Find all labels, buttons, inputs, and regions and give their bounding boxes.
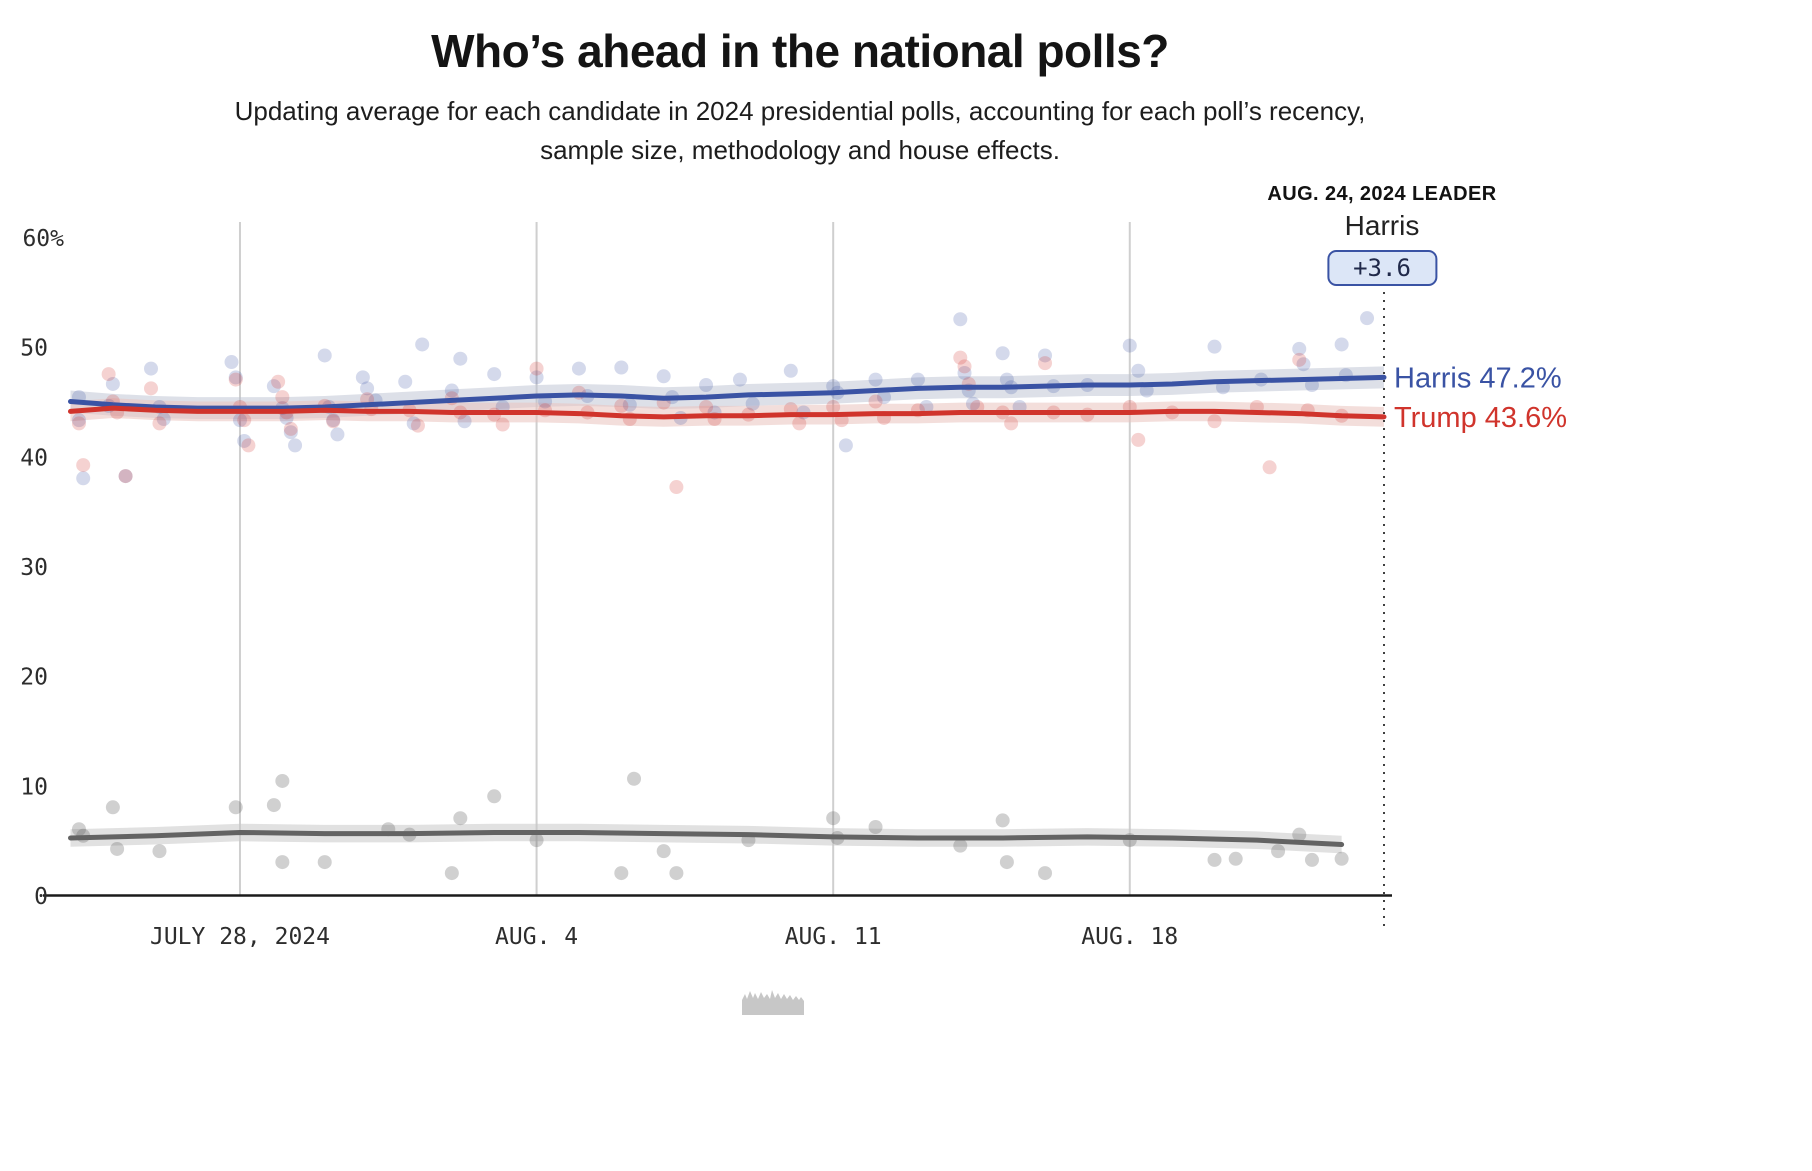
page-subtitle: Updating average for each candidate in 2… <box>100 92 1500 170</box>
svg-text:20: 20 <box>20 665 48 691</box>
harris-average-line <box>68 374 1387 411</box>
svg-text:AUG. 18: AUG. 18 <box>1081 924 1178 950</box>
svg-text:JULY 28, 2024: JULY 28, 2024 <box>150 924 330 950</box>
x-axis-labels: JULY 28, 2024 AUG. 4 AUG. 11 AUG. 18 <box>150 924 1178 950</box>
leader-name: Harris <box>1344 210 1420 241</box>
trump-average-line <box>68 405 1387 420</box>
svg-text:10: 10 <box>20 774 48 800</box>
harris-end-label: Harris 47.2% <box>1394 362 1562 394</box>
subtitle-line-1: Updating average for each candidate in 2… <box>234 96 1366 126</box>
other-poll-dots <box>71 771 1349 881</box>
other-average-line <box>68 829 1345 848</box>
trump-end-label: Trump 43.6% <box>1394 402 1567 434</box>
trump-poll-dots <box>71 350 1349 495</box>
svg-text:AUG. 4: AUG. 4 <box>495 924 578 950</box>
svg-text:0: 0 <box>34 884 48 910</box>
leader-margin-badge: +3.6 <box>1327 250 1437 286</box>
svg-text:40: 40 <box>20 445 48 471</box>
page-title: Who’s ahead in the national polls? <box>431 25 1169 77</box>
leader-callout: AUG. 24, 2024 LEADER Harris +3.6 <box>1267 183 1496 286</box>
subtitle-line-2: sample size, methodology and house effec… <box>540 135 1060 165</box>
svg-text:30: 30 <box>20 555 48 581</box>
harris-poll-dots <box>71 311 1375 486</box>
svg-text:50: 50 <box>20 336 48 362</box>
site-logo-partial-icon <box>742 990 804 1015</box>
leader-date-label: AUG. 24, 2024 LEADER <box>1267 183 1497 205</box>
x-gridlines <box>238 222 1131 895</box>
svg-text:60%: 60% <box>22 226 64 252</box>
svg-text:AUG. 11: AUG. 11 <box>785 924 882 950</box>
y-axis-labels: 60% 50 40 30 20 10 0 <box>20 226 64 910</box>
